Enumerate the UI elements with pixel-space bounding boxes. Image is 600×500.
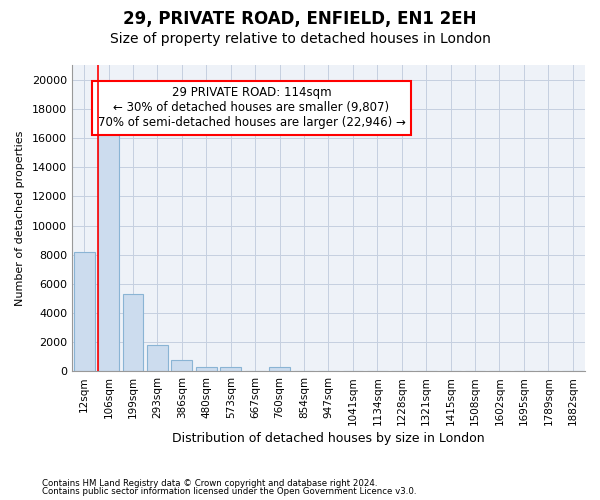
X-axis label: Distribution of detached houses by size in London: Distribution of detached houses by size … [172,432,485,445]
Bar [122,294,143,372]
Bar [74,252,95,372]
Bar [172,360,192,372]
Text: 29 PRIVATE ROAD: 114sqm
← 30% of detached houses are smaller (9,807)
70% of semi: 29 PRIVATE ROAD: 114sqm ← 30% of detache… [98,86,406,130]
Text: Contains public sector information licensed under the Open Government Licence v3: Contains public sector information licen… [42,487,416,496]
Text: Contains HM Land Registry data © Crown copyright and database right 2024.: Contains HM Land Registry data © Crown c… [42,478,377,488]
Bar [220,367,241,372]
Y-axis label: Number of detached properties: Number of detached properties [15,130,25,306]
Text: 29, PRIVATE ROAD, ENFIELD, EN1 2EH: 29, PRIVATE ROAD, ENFIELD, EN1 2EH [123,10,477,28]
Bar [196,367,217,372]
Text: Size of property relative to detached houses in London: Size of property relative to detached ho… [110,32,490,46]
Bar [269,367,290,372]
Bar [98,129,119,372]
Bar [147,345,168,372]
